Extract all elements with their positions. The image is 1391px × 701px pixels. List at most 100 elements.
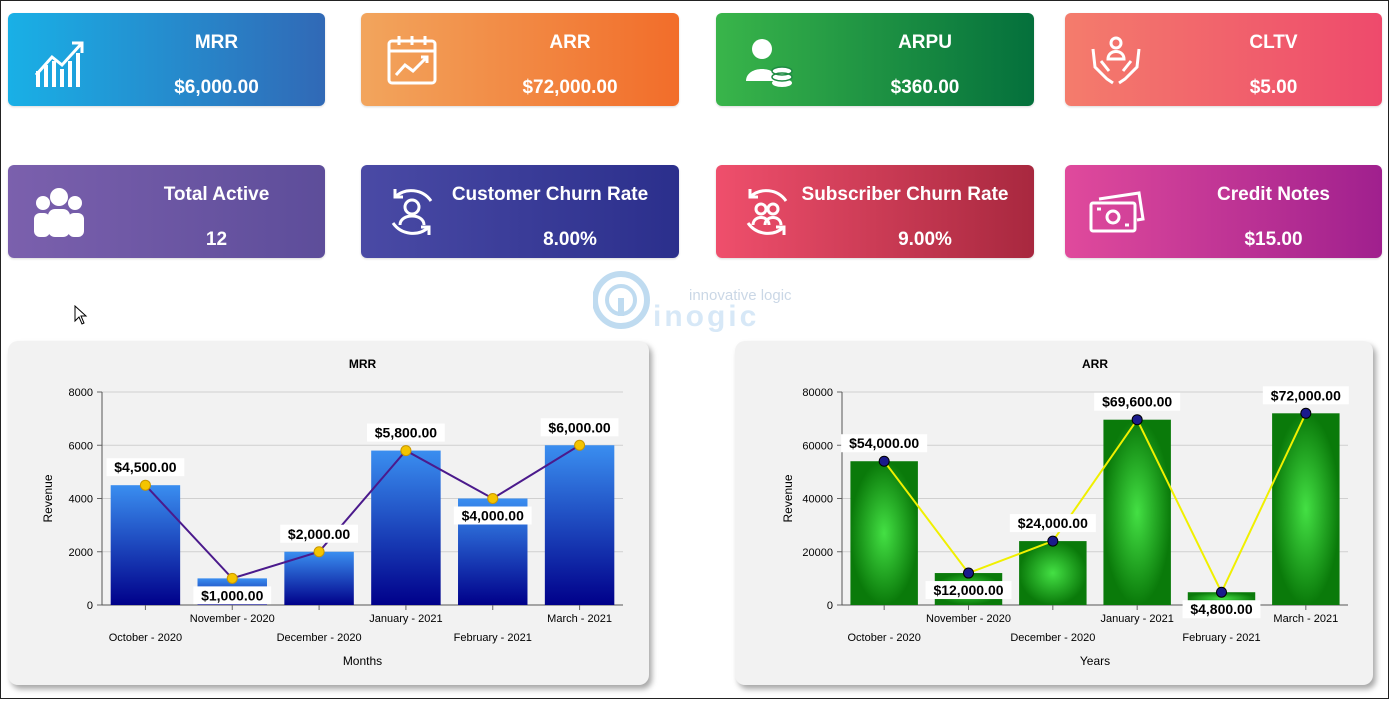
mrr-ytick-label: 2000 bbox=[69, 547, 93, 559]
arr-point bbox=[963, 567, 974, 579]
inogic-watermark: innovative logic inogic bbox=[592, 268, 803, 333]
kpi-card-mrr[interactable]: MRR $6,000.00 bbox=[8, 13, 325, 106]
mrr-xtick-label: January - 2021 bbox=[369, 613, 442, 625]
arr-data-label-bg bbox=[1182, 600, 1261, 619]
mrr-data-label: $5,800.00 bbox=[375, 425, 437, 441]
mrr-ytick-label: 6000 bbox=[69, 440, 93, 452]
arr-y-axis-label: Revenue bbox=[781, 474, 795, 522]
arr-data-label: $4,800.00 bbox=[1190, 601, 1252, 617]
kpi-value: $6,000.00 bbox=[174, 77, 259, 98]
users-group-icon bbox=[30, 183, 88, 241]
hands-user-icon bbox=[1087, 31, 1145, 89]
mrr-bar bbox=[544, 445, 615, 605]
kpi-title: Subscriber Churn Rate bbox=[801, 184, 1009, 205]
arr-ytick-label: 0 bbox=[827, 600, 833, 612]
watermark-tagline: innovative logic bbox=[689, 287, 792, 304]
arr-data-label-bg bbox=[1262, 386, 1349, 405]
arr-point bbox=[1131, 414, 1143, 426]
mrr-chart-title: MRR bbox=[349, 357, 377, 371]
kpi-card-arr[interactable]: ARR $72,000.00 bbox=[361, 13, 679, 106]
kpi-value: $360.00 bbox=[890, 77, 960, 98]
mrr-xtick-label: February - 2021 bbox=[454, 632, 532, 644]
mrr-bar bbox=[371, 450, 441, 605]
mrr-data-label: $4,500.00 bbox=[114, 459, 176, 475]
mrr-data-label-bg bbox=[453, 506, 532, 525]
mrr-series-line bbox=[144, 444, 581, 580]
kpi-title: ARPU bbox=[898, 32, 952, 53]
mrr-bar bbox=[284, 551, 354, 605]
mrr-xtick-label: October - 2020 bbox=[109, 632, 182, 644]
arr-xtick-label: November - 2020 bbox=[926, 613, 1011, 625]
mrr-xtick-label: November - 2020 bbox=[190, 613, 275, 625]
mrr-chart: MRR 0 2000 4000 6000 8000 October - 2020 Novemb… bbox=[41, 357, 623, 668]
arr-bar bbox=[850, 461, 918, 605]
arr-bar bbox=[1272, 413, 1340, 605]
watermark-brand: inogic bbox=[653, 300, 759, 332]
kpi-value: 12 bbox=[205, 229, 228, 250]
mrr-data-label-bg bbox=[280, 524, 358, 543]
growth-chart-icon bbox=[30, 31, 88, 89]
arr-xtick-label: December - 2020 bbox=[1010, 632, 1095, 644]
arr-ytick-label: 60000 bbox=[802, 440, 833, 452]
kpi-title: Total Active bbox=[163, 184, 270, 205]
money-bills-icon bbox=[1087, 183, 1145, 241]
arr-ytick-label: 20000 bbox=[802, 547, 833, 559]
mrr-point bbox=[226, 572, 238, 584]
arr-chart-panel: ARR 0 20000 40000 60000 80000 October - 2020 No… bbox=[735, 341, 1373, 685]
mrr-point bbox=[574, 439, 586, 451]
mrr-ytick-label: 4000 bbox=[69, 494, 93, 506]
kpi-card-cltv[interactable]: CLTV $5.00 bbox=[1065, 13, 1382, 106]
arr-series-line bbox=[883, 412, 1307, 595]
kpi-card-arpu[interactable]: ARPU $360.00 bbox=[716, 13, 1034, 106]
kpi-value: 9.00% bbox=[898, 229, 952, 250]
mrr-data-label: $1,000.00 bbox=[201, 587, 263, 603]
mrr-point bbox=[313, 546, 325, 558]
kpi-value: 8.00% bbox=[543, 229, 597, 250]
mrr-bar bbox=[110, 485, 181, 605]
mrr-xtick-label: March - 2021 bbox=[547, 613, 612, 625]
user-coins-icon bbox=[738, 31, 796, 89]
mrr-chart-panel: MRR 0 2000 4000 6000 8000 October - 2020 Novemb… bbox=[8, 341, 649, 685]
mrr-y-axis-label: Revenue bbox=[41, 474, 55, 522]
arr-ytick-label: 80000 bbox=[802, 387, 833, 399]
mrr-data-label: $2,000.00 bbox=[288, 526, 350, 542]
arr-chart: ARR 0 20000 40000 60000 80000 October - 2020 No… bbox=[781, 357, 1349, 668]
arr-point bbox=[878, 455, 890, 467]
kpi-title: ARR bbox=[549, 32, 591, 53]
user-cycle-icon bbox=[383, 183, 441, 241]
arr-data-label-bg bbox=[841, 434, 928, 453]
kpi-card-total-active[interactable]: Total Active 12 bbox=[8, 165, 325, 258]
kpi-value: $5.00 bbox=[1249, 77, 1298, 98]
arr-data-label-bg bbox=[1009, 514, 1096, 533]
arr-data-label: $72,000.00 bbox=[1271, 387, 1341, 403]
mrr-ytick-label: 0 bbox=[87, 600, 93, 612]
watermark-logo-ring bbox=[592, 271, 650, 329]
arr-data-label: $69,600.00 bbox=[1102, 394, 1172, 410]
arr-xtick-label: March - 2021 bbox=[1273, 613, 1338, 625]
kpi-title: Credit Notes bbox=[1217, 184, 1330, 205]
users-cycle-icon bbox=[738, 183, 796, 241]
arr-point bbox=[1300, 407, 1312, 419]
mrr-data-label-bg bbox=[106, 458, 185, 477]
arr-bar bbox=[1103, 419, 1171, 605]
arr-xtick-label: October - 2020 bbox=[847, 632, 920, 644]
mrr-point bbox=[400, 445, 412, 457]
mrr-xtick-label: December - 2020 bbox=[277, 632, 362, 644]
kpi-card-subscriber-churn-rate[interactable]: Subscriber Churn Rate 9.00% bbox=[716, 165, 1034, 258]
kpi-title: Customer Churn Rate bbox=[451, 184, 649, 205]
mrr-point bbox=[487, 493, 499, 504]
arr-xtick-label: February - 2021 bbox=[1182, 632, 1260, 644]
kpi-title: MRR bbox=[194, 32, 239, 53]
kpi-card-credit-notes[interactable]: Credit Notes $15.00 bbox=[1065, 165, 1382, 258]
kpi-card-customer-churn-rate[interactable]: Customer Churn Rate 8.00% bbox=[361, 165, 679, 258]
mrr-ytick-label: 8000 bbox=[69, 387, 93, 399]
arr-point bbox=[1047, 535, 1059, 547]
arr-xtick-label: January - 2021 bbox=[1100, 613, 1173, 625]
mrr-x-axis-label: Months bbox=[343, 654, 382, 668]
arr-data-label: $24,000.00 bbox=[1018, 515, 1088, 531]
kpi-value: $15.00 bbox=[1244, 229, 1303, 250]
arr-data-label-bg bbox=[925, 581, 1012, 600]
arr-ytick-label: 40000 bbox=[802, 494, 833, 506]
mrr-data-label: $4,000.00 bbox=[462, 508, 524, 524]
